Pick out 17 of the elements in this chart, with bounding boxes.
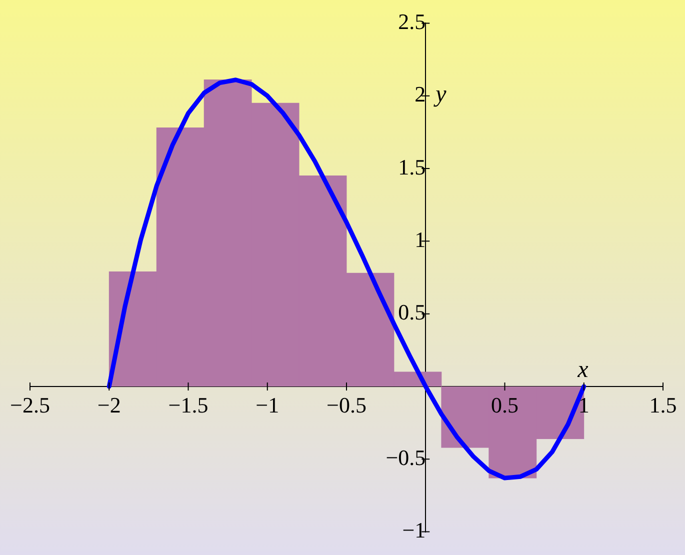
y-tick-label: 1.5 (398, 154, 426, 180)
y-tick-label: −0.5 (386, 444, 426, 470)
x-tick-label: 1.5 (649, 392, 677, 418)
x-tick-label: 1 (578, 392, 590, 418)
x-tick-label: −2.5 (10, 392, 50, 418)
y-tick-label: 0.5 (398, 300, 426, 325)
y-tick-label: 2 (414, 82, 426, 107)
y-tick-label: −1 (402, 518, 426, 543)
y-tick-label: 2.5 (398, 8, 426, 34)
x-tick-label: −2 (97, 392, 121, 418)
y-axis-title: y (434, 82, 447, 108)
x-tick-label: −1 (256, 392, 280, 418)
y-tick-label: 1 (414, 226, 426, 252)
x-axis-title: x (576, 356, 589, 383)
x-tick-label: −0.5 (326, 392, 366, 418)
x-tick-label: −1.5 (168, 392, 208, 418)
x-tick-label: 0.5 (491, 392, 518, 418)
